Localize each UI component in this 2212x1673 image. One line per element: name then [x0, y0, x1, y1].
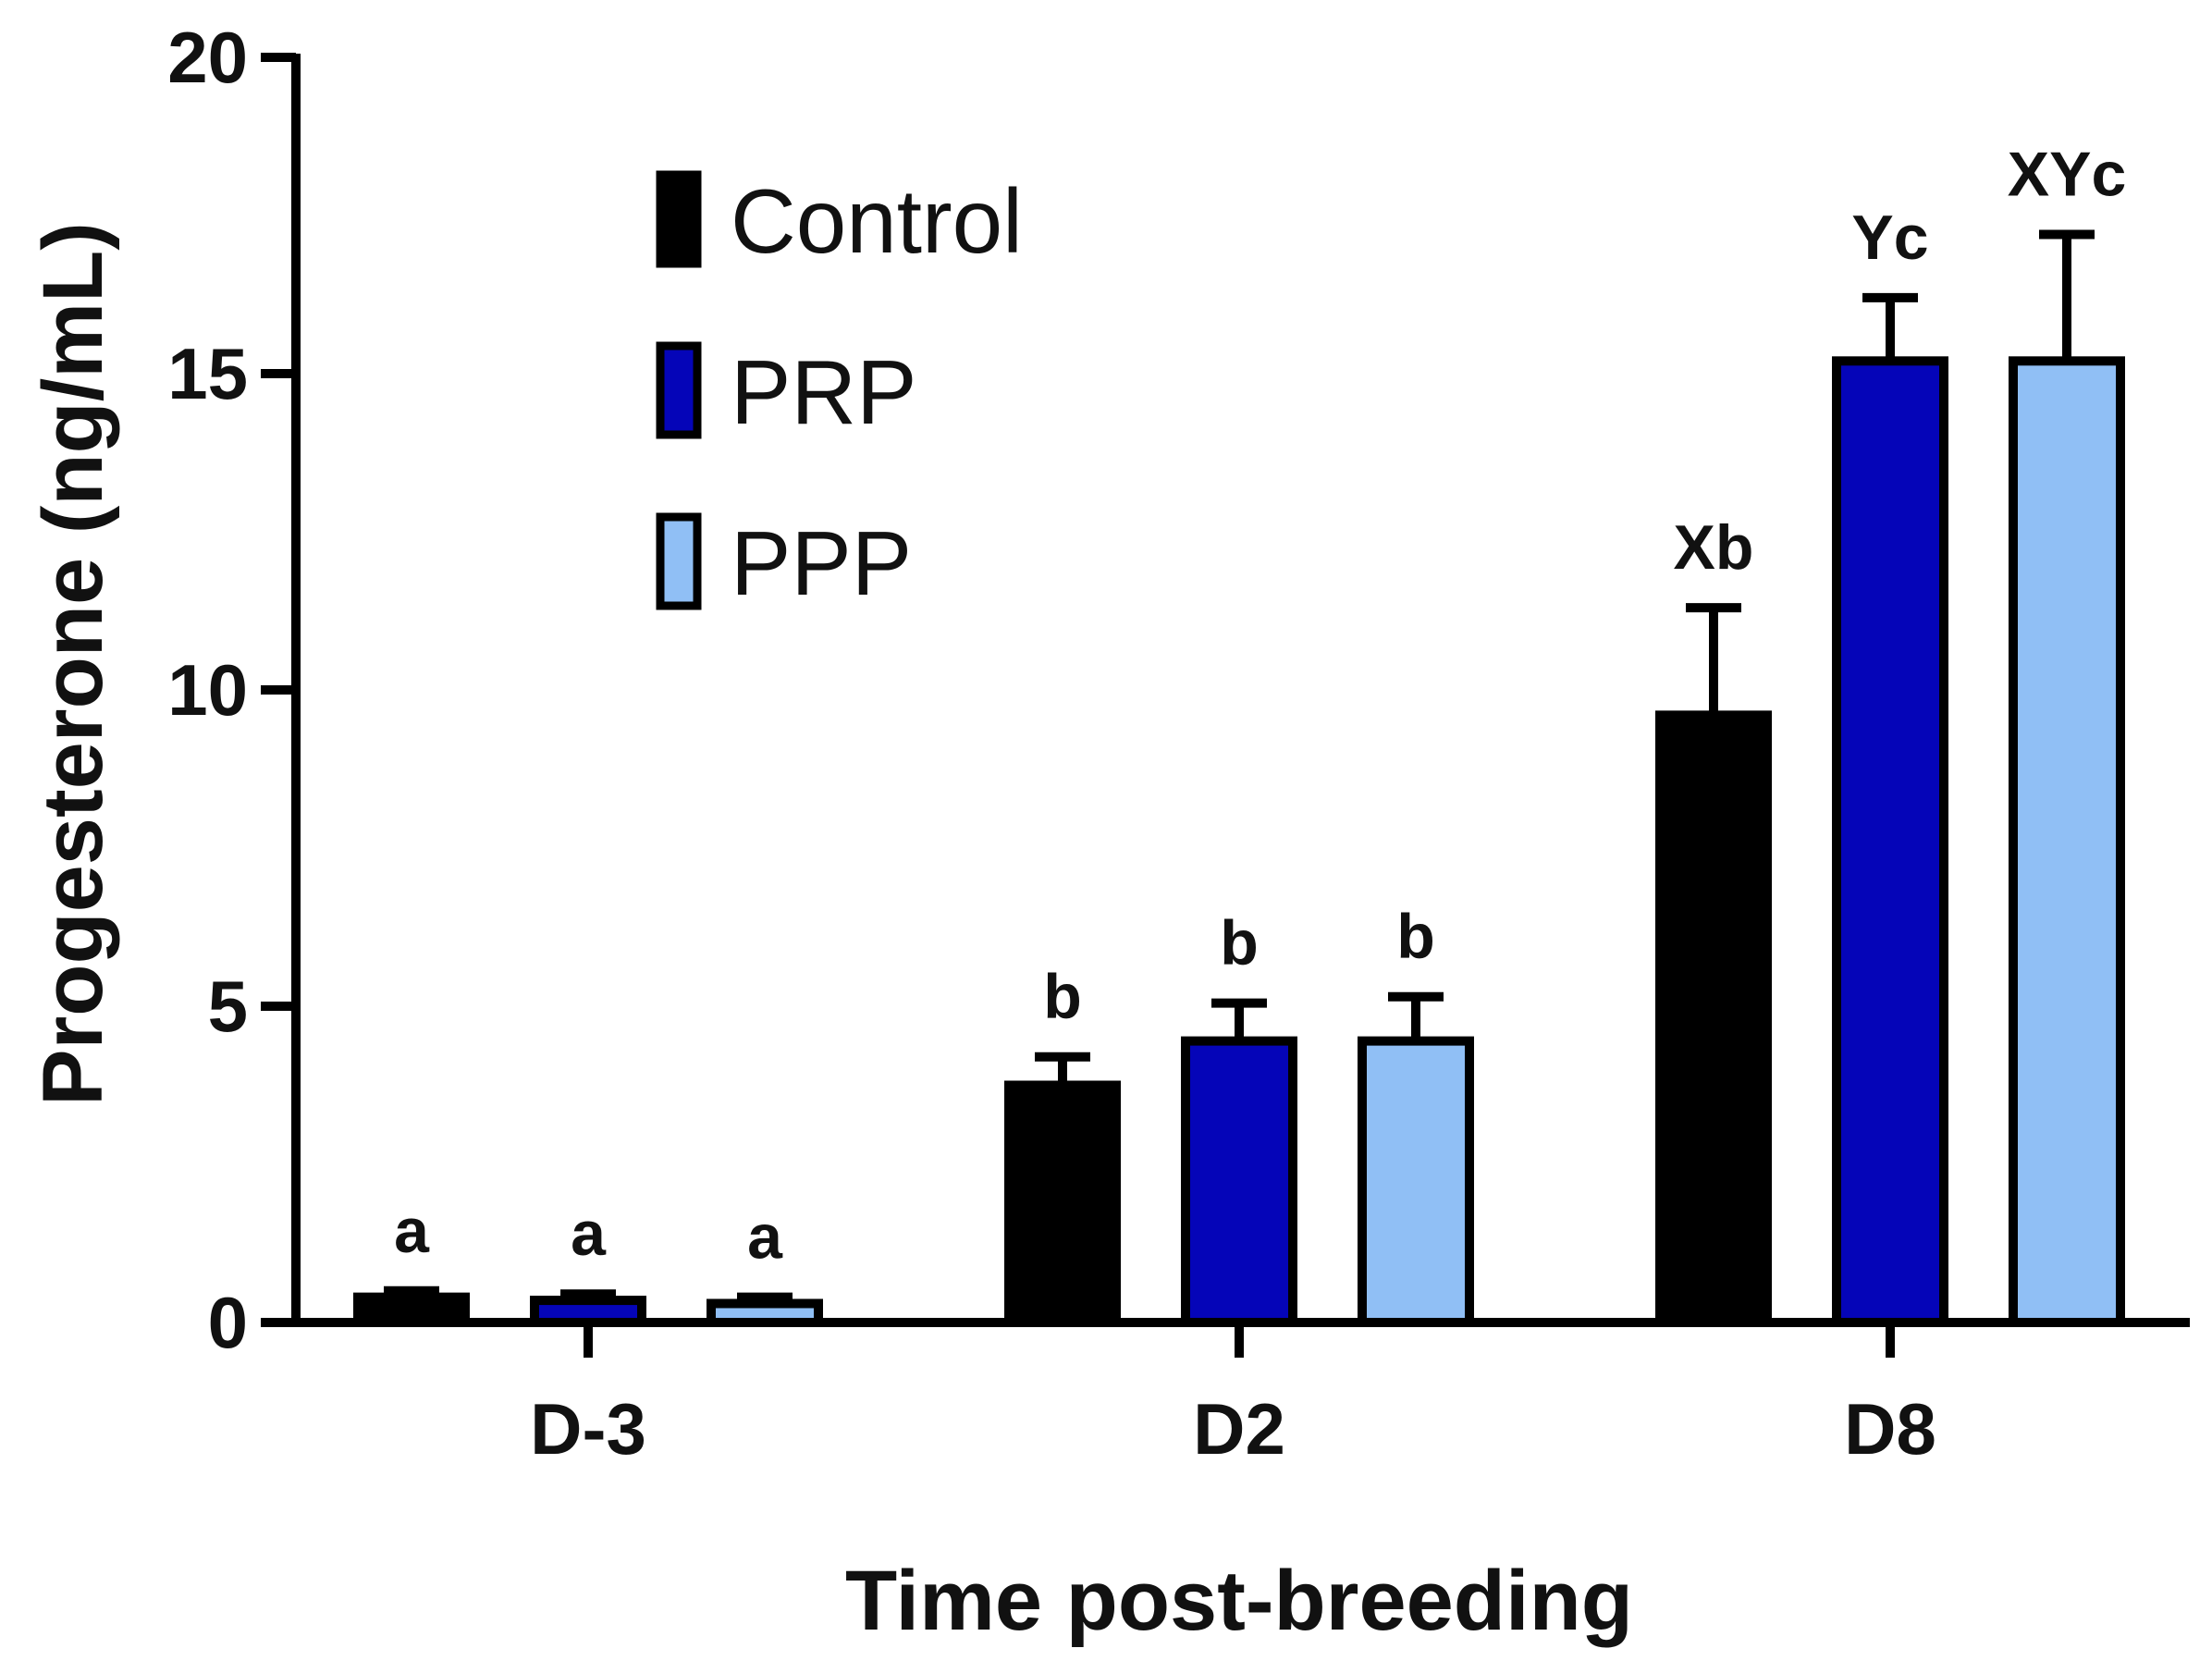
y-axis: 0 5 10 15 20 — [167, 17, 301, 1363]
significance-label: Yc — [1851, 203, 1928, 273]
legend-swatch-ppp — [656, 512, 702, 610]
x-tick-label: D2 — [1193, 1388, 1285, 1470]
y-tick-label: 20 — [167, 17, 248, 98]
x-tick-label: D-3 — [530, 1388, 646, 1470]
significance-label: a — [394, 1196, 430, 1266]
bar-prp-d-3 — [530, 1296, 646, 1328]
y-axis-title: Progesterone (ng/mL) — [26, 222, 120, 1106]
significance-label: b — [1043, 962, 1082, 1032]
bars: a b Xb a b Yc a b XYc — [353, 140, 2127, 1328]
legend-swatch-control — [656, 170, 702, 268]
legend-label-ppp: PPP — [731, 512, 912, 614]
legend: Control PRP PPP — [656, 170, 1023, 614]
bar-control-d8 — [1655, 710, 1772, 1327]
y-tick-label: 5 — [208, 966, 248, 1047]
bar-prp-d8 — [1832, 356, 1948, 1328]
y-tick-label: 15 — [167, 333, 248, 414]
legend-swatch-prp — [656, 341, 702, 439]
y-tick-label: 10 — [167, 649, 248, 731]
legend-label-prp: PRP — [731, 341, 917, 443]
significance-label: a — [747, 1202, 783, 1273]
bar-control-d-3 — [353, 1292, 470, 1328]
bar-prp-d2 — [1181, 1036, 1297, 1327]
significance-label: b — [1396, 902, 1435, 972]
y-tick-label: 0 — [208, 1282, 248, 1363]
bar-ppp-d-3 — [707, 1298, 823, 1327]
significance-label: a — [571, 1199, 607, 1269]
bar-ppp-d8 — [2009, 356, 2125, 1328]
bar-ppp-d2 — [1358, 1036, 1474, 1327]
significance-label: b — [1220, 908, 1259, 978]
x-tick-label: D8 — [1844, 1388, 1936, 1470]
x-axis-title: Time post-breeding — [845, 1554, 1633, 1648]
legend-label-control: Control — [731, 170, 1023, 272]
significance-label: XYc — [2008, 140, 2127, 210]
significance-label: Xb — [1674, 512, 1754, 583]
x-axis: D-3 D2 D8 — [291, 1318, 2190, 1470]
bar-control-d2 — [1004, 1080, 1121, 1327]
